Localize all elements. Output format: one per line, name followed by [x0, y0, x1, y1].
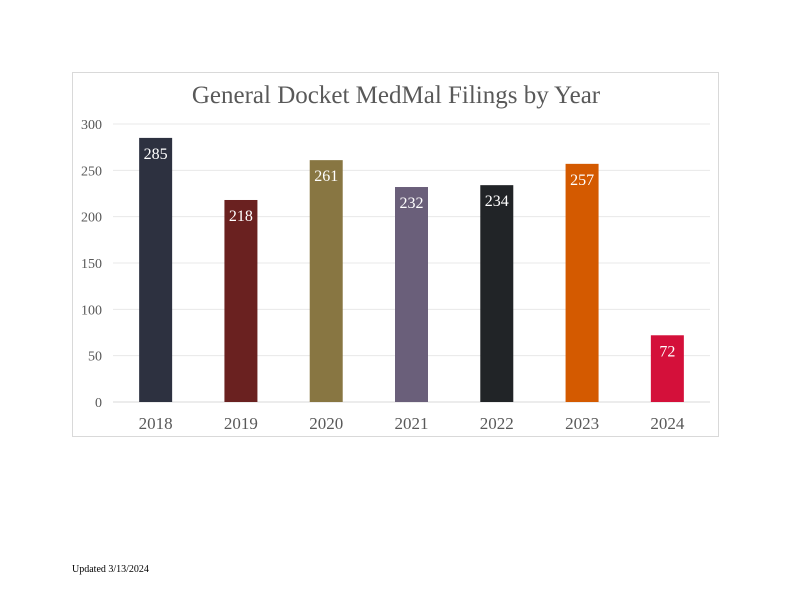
chart-area: General Docket MedMal Filings by Year 0 5…	[72, 72, 719, 437]
data-label: 285	[144, 146, 168, 163]
bar-2019	[224, 199, 258, 402]
y-tick-label: 100	[81, 303, 102, 318]
y-axis-ticks: 0 50 100 150 200 250 300	[81, 118, 102, 411]
x-tick-label: 2020	[309, 414, 343, 433]
x-tick-label: 2023	[565, 414, 599, 433]
bar-2022	[480, 185, 514, 402]
x-tick-label: 2022	[480, 414, 514, 433]
y-tick-label: 300	[81, 118, 102, 133]
bar-chart: General Docket MedMal Filings by Year 0 5…	[81, 82, 710, 433]
x-axis-ticks: 2018 2019 2020 2021 2022 2023 2024	[139, 414, 685, 433]
x-tick-label: 2019	[224, 414, 258, 433]
x-tick-label: 2018	[139, 414, 173, 433]
data-label: 218	[229, 208, 253, 225]
data-label: 72	[659, 343, 675, 360]
updated-note: Updated 3/13/2024	[72, 564, 149, 575]
y-tick-label: 200	[81, 211, 102, 226]
data-label: 234	[485, 193, 509, 210]
bars: 285 218 261 232 234 257 72	[139, 137, 684, 402]
y-tick-label: 150	[81, 257, 102, 272]
data-label: 261	[314, 168, 338, 185]
bar-2023	[565, 163, 599, 402]
bar-2024	[650, 335, 684, 402]
bar-2020	[309, 160, 343, 402]
data-label: 232	[400, 195, 424, 212]
x-tick-label: 2024	[650, 414, 685, 433]
y-tick-label: 50	[88, 350, 102, 365]
y-tick-label: 0	[95, 396, 102, 411]
x-tick-label: 2021	[395, 414, 429, 433]
bar-2021	[395, 187, 428, 402]
bar-2018	[139, 137, 173, 402]
chart-title: General Docket MedMal Filings by Year	[192, 82, 601, 109]
y-tick-label: 250	[81, 164, 102, 179]
data-label: 257	[570, 172, 594, 189]
